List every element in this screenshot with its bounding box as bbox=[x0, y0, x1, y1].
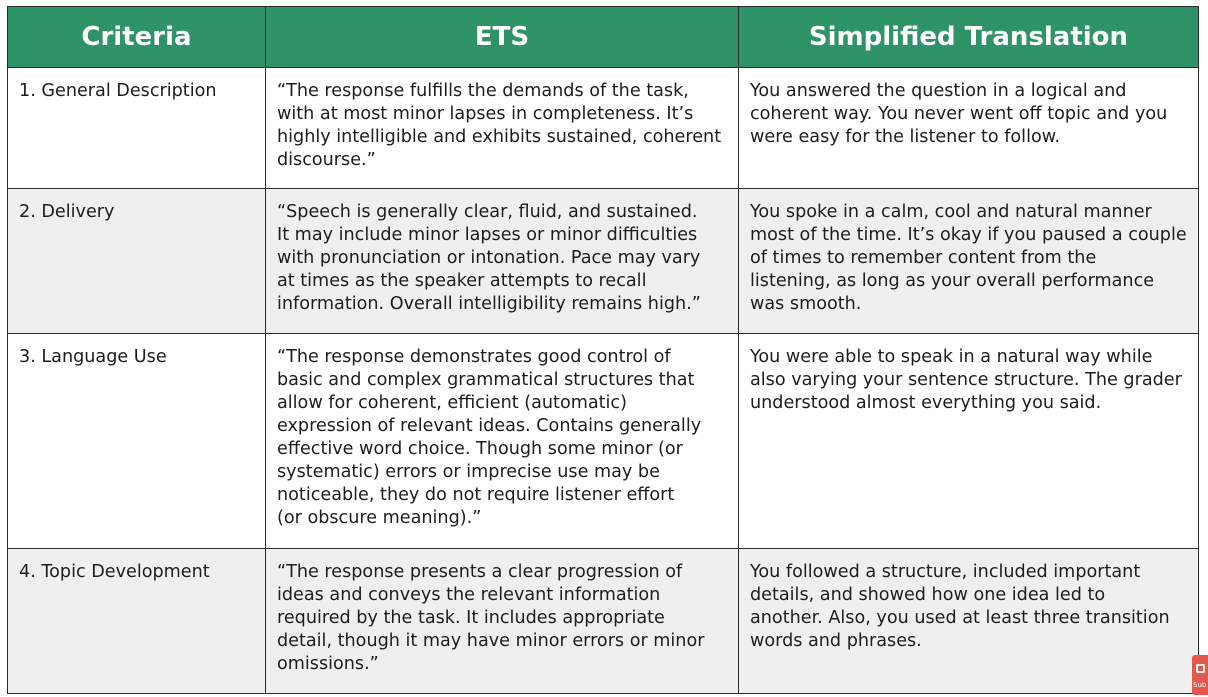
header-row: Criteria ETS Simplified Translation bbox=[7, 6, 1199, 68]
rubric-table: Criteria ETS Simplified Translation 1. G… bbox=[7, 6, 1199, 694]
simplified-cell: You were able to speak in a natural way … bbox=[738, 333, 1199, 549]
header-criteria: Criteria bbox=[7, 6, 266, 68]
subscribe-badge[interactable]: Sub bbox=[1192, 655, 1208, 695]
ets-cell: “The response fulfills the demands of th… bbox=[265, 67, 739, 189]
ets-cell: “The response demonstrates good control … bbox=[265, 333, 739, 549]
table-row: 2. Delivery “Speech is generally clear, … bbox=[7, 188, 1199, 334]
simplified-cell: You spoke in a calm, cool and natural ma… bbox=[738, 188, 1199, 334]
table-row: 4. Topic Development “The response prese… bbox=[7, 548, 1199, 694]
subscribe-icon bbox=[1196, 664, 1205, 673]
header-ets: ETS bbox=[265, 6, 739, 68]
criteria-cell: 1. General Description bbox=[7, 67, 266, 189]
criteria-cell: 4. Topic Development bbox=[7, 548, 266, 694]
criteria-cell: 3. Language Use bbox=[7, 333, 266, 549]
table-row: 1. General Description “The response ful… bbox=[7, 67, 1199, 189]
header-simplified-translation: Simplified Translation bbox=[738, 6, 1199, 68]
ets-cell: “The response presents a clear progressi… bbox=[265, 548, 739, 694]
criteria-cell: 2. Delivery bbox=[7, 188, 266, 334]
subscribe-label: Sub bbox=[1193, 681, 1207, 689]
simplified-cell: You answered the question in a logical a… bbox=[738, 67, 1199, 189]
ets-cell: “Speech is generally clear, fluid, and s… bbox=[265, 188, 739, 334]
simplified-cell: You followed a structure, included impor… bbox=[738, 548, 1199, 694]
table-row: 3. Language Use “The response demonstrat… bbox=[7, 333, 1199, 549]
